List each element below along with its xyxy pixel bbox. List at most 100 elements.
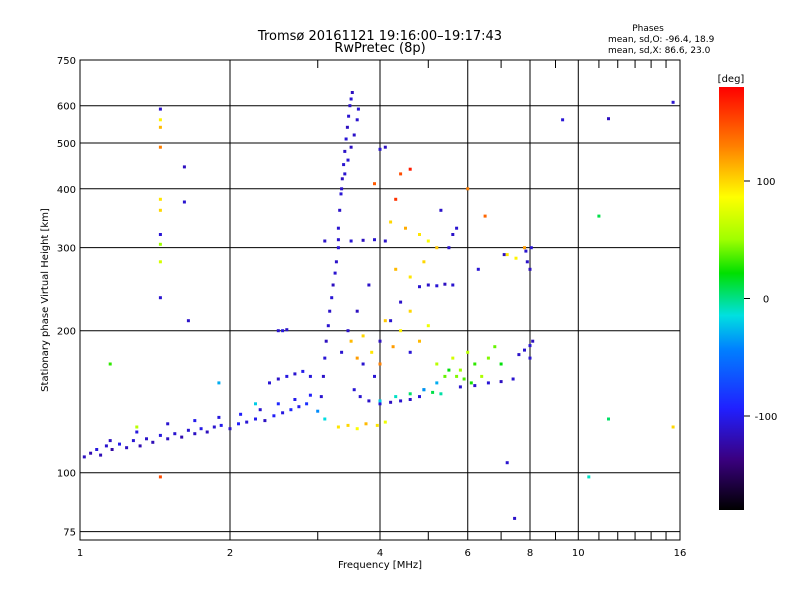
y-tick-label: 600 — [57, 102, 76, 113]
data-point — [511, 377, 515, 381]
data-point — [217, 381, 221, 385]
x-tick-label: 4 — [377, 548, 383, 559]
data-point — [281, 411, 285, 415]
data-point — [180, 435, 184, 439]
data-point — [389, 400, 393, 404]
data-point — [529, 246, 533, 250]
data-point — [389, 220, 393, 224]
data-point — [435, 381, 439, 385]
data-point — [272, 414, 276, 418]
plot-frame — [79, 59, 681, 541]
data-point — [336, 425, 340, 429]
data-point — [108, 362, 112, 366]
data-point — [110, 448, 114, 451]
data-point — [528, 267, 532, 271]
data-point — [281, 329, 285, 333]
data-point — [118, 442, 121, 446]
data-point — [135, 425, 139, 429]
data-point — [324, 339, 328, 343]
data-point — [408, 392, 412, 396]
data-point — [394, 197, 398, 201]
x-tick-label: 1 — [77, 548, 83, 559]
data-point — [219, 423, 223, 427]
data-point — [217, 415, 221, 419]
data-point — [404, 226, 407, 230]
data-point — [418, 233, 421, 236]
data-point — [435, 362, 439, 366]
data-point — [340, 187, 344, 191]
y-tick-label: 75 — [63, 528, 76, 539]
data-point — [186, 428, 190, 432]
colorbar-tick-label: -100 — [755, 412, 778, 423]
data-point — [439, 392, 443, 396]
data-point — [383, 239, 387, 243]
data-point — [346, 158, 350, 162]
data-point — [418, 395, 421, 399]
data-point — [399, 329, 403, 333]
x-tick-label: 10 — [572, 548, 585, 559]
data-point — [422, 388, 426, 392]
data-point — [458, 385, 462, 389]
data-point — [343, 172, 347, 176]
data-point — [276, 402, 280, 406]
data-point — [367, 283, 371, 287]
data-point — [104, 444, 108, 448]
data-point — [451, 283, 455, 287]
x-tick-label: 8 — [527, 548, 533, 559]
colorbar-tick-label: 100 — [756, 177, 775, 188]
data-point — [95, 448, 99, 451]
data-point — [399, 300, 403, 304]
data-point — [89, 451, 93, 455]
y-tick-label: 300 — [57, 244, 76, 255]
stats-line-x: mean, sd,X: 86.6, 23.0 — [608, 46, 711, 56]
data-point — [378, 147, 382, 151]
data-point — [418, 339, 421, 343]
x-tick-label: 16 — [674, 548, 687, 559]
data-point — [408, 398, 412, 401]
data-point — [285, 328, 289, 332]
data-point — [422, 260, 426, 264]
data-point — [505, 253, 509, 257]
data-point — [145, 437, 148, 441]
data-point — [367, 399, 371, 403]
data-point — [316, 409, 320, 413]
data-point — [483, 214, 487, 218]
data-point — [426, 324, 430, 328]
data-point — [455, 374, 459, 378]
data-point — [399, 172, 403, 176]
data-point — [138, 444, 142, 448]
data-point — [486, 381, 490, 385]
data-point — [378, 399, 382, 403]
data-point — [245, 420, 249, 424]
data-point — [135, 430, 139, 434]
data-point — [205, 430, 209, 434]
data-point — [323, 239, 327, 243]
data-point — [356, 107, 360, 111]
data-point — [378, 402, 382, 406]
data-point — [166, 422, 170, 426]
data-point — [473, 362, 477, 366]
data-point — [258, 408, 262, 412]
data-point — [348, 104, 352, 108]
data-point — [375, 423, 379, 427]
data-point — [394, 395, 398, 399]
data-point — [330, 296, 334, 300]
data-point — [158, 233, 162, 236]
colorbar-tick-label: 0 — [763, 295, 769, 306]
data-point — [466, 187, 470, 191]
data-point — [418, 285, 421, 289]
data-point — [331, 283, 335, 287]
data-point — [289, 408, 293, 412]
data-point — [607, 417, 610, 421]
data-point — [505, 461, 509, 465]
data-point — [158, 125, 162, 129]
data-point — [451, 356, 455, 360]
data-points — [82, 91, 675, 520]
data-point — [276, 377, 280, 381]
data-point — [435, 284, 439, 288]
data-point — [378, 362, 382, 366]
data-point — [462, 377, 466, 381]
data-point — [531, 339, 535, 343]
data-point — [350, 91, 354, 94]
data-point — [212, 425, 216, 429]
